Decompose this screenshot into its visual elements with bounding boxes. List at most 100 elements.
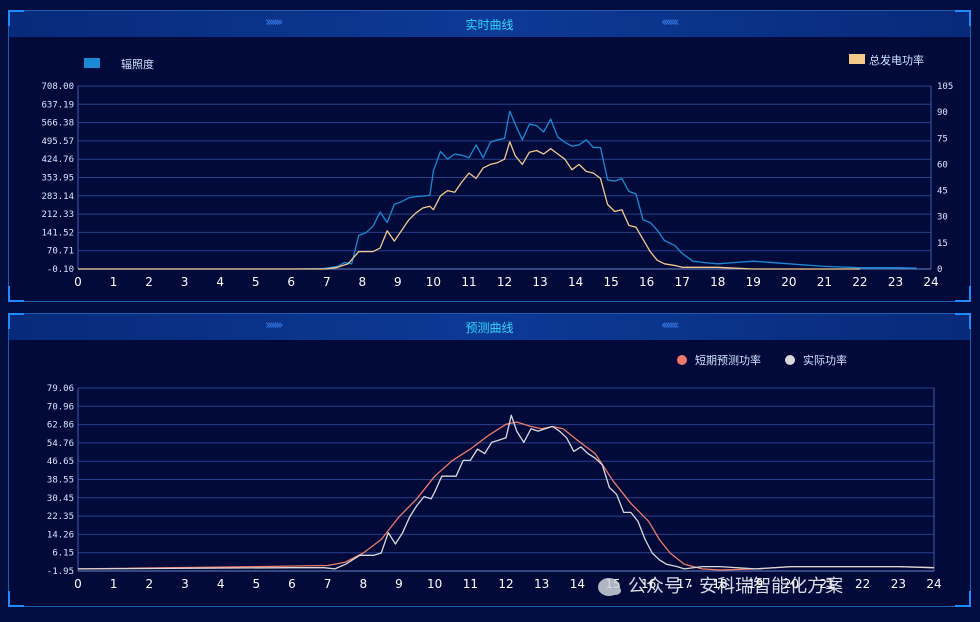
y2-tick-label: 45 (937, 187, 948, 197)
x-tick-label: 14 (570, 577, 585, 591)
x-tick-label: 2 (146, 577, 154, 591)
corner-decoration (8, 591, 24, 607)
corner-decoration (8, 286, 24, 302)
x-tick-label: 14 (568, 275, 583, 289)
series-line-1 (77, 421, 935, 571)
y-tick-label: 54.76 (47, 439, 74, 449)
y-tick-label: 141.52 (41, 228, 74, 238)
x-tick-label: 9 (395, 577, 403, 591)
panel-header: ››››››› 实时曲线 ‹‹‹‹‹‹‹ (9, 11, 970, 37)
corner-decoration (955, 286, 971, 302)
x-tick-label: 8 (359, 275, 367, 289)
x-tick-label: 16 (639, 275, 654, 289)
corner-decoration (955, 313, 971, 329)
corner-decoration (955, 591, 971, 607)
y2-tick-label: 15 (937, 239, 948, 249)
wechat-icon (598, 578, 621, 596)
chevron-left-icon: ‹‹‹‹‹‹‹ (661, 15, 679, 30)
x-tick-label: 23 (891, 577, 906, 591)
y-tick-label: 22.35 (47, 512, 74, 522)
x-tick-label: 3 (181, 577, 189, 591)
x-tick-label: 8 (360, 577, 368, 591)
y-tick-label: -0.10 (47, 265, 74, 275)
forecast-chart: 79.06 70.96 62.86 54.76 46.65 38.55 30.45 22.35… (47, 384, 942, 591)
x-tick-label: 15 (603, 275, 618, 289)
y2-tick-label: 60 (937, 160, 948, 170)
y-tick-label: 30.45 (47, 494, 74, 504)
x-tick-label: 5 (252, 275, 260, 289)
x-tick-label: 17 (677, 577, 692, 591)
y2-tick-label: 30 (937, 213, 948, 223)
x-tick-label: 20 (784, 577, 799, 591)
panel-title: 预测曲线 (465, 321, 514, 335)
watermark-text: 公众号 · 安科瑞智能化方案 (628, 576, 844, 597)
watermark: 公众号 · 安科瑞智能化方案 (598, 572, 843, 598)
x-tick-label: 22 (852, 275, 867, 289)
x-tick-label: 1 (110, 275, 118, 289)
forecast-panel: ››››››› 预测曲线 ‹‹‹‹‹‹‹ 短期预测功率 实际功率 79.06 70… (8, 313, 971, 607)
y-tick-label: 14.26 (47, 530, 74, 540)
chevron-right-icon: ››››››› (265, 318, 283, 333)
y-tick-label: 283.14 (41, 192, 74, 202)
x-tick-label: 12 (498, 577, 513, 591)
x-tick-label: 10 (427, 577, 442, 591)
y-tick-label: 637.19 (41, 100, 74, 110)
series-line-1 (78, 110, 917, 270)
y-tick-label: -1.95 (47, 567, 74, 577)
realtime-panel: ››››››› 实时曲线 ‹‹‹‹‹‹‹ 辐照度 总发电功率 708.00 637… (8, 10, 971, 302)
x-tick-label: 18 (712, 577, 727, 591)
legend-dot-forecast[interactable] (677, 355, 687, 365)
x-tick-label: 23 (888, 275, 903, 289)
x-tick-label: 0 (74, 275, 82, 289)
x-tick-label: 2 (145, 275, 153, 289)
x-tick-label: 1 (110, 577, 118, 591)
y-tick-label: 70.71 (47, 247, 74, 257)
y-tick-label: 46.65 (47, 457, 74, 467)
legend-label-actual[interactable]: 实际功率 (803, 354, 847, 367)
y-tick-label: 566.38 (41, 119, 74, 129)
corner-decoration (8, 313, 24, 329)
y2-tick-label: 0 (937, 265, 942, 275)
y-tick-label: 79.06 (47, 384, 74, 394)
x-tick-label: 17 (675, 275, 690, 289)
legend-dot-actual[interactable] (785, 355, 795, 365)
y-tick-label: 495.57 (41, 137, 74, 147)
x-tick-label: 13 (532, 275, 547, 289)
y-tick-label: 424.76 (41, 155, 74, 165)
legend-label-irradiance[interactable]: 辐照度 (121, 58, 154, 71)
y-tick-label: 353.95 (41, 174, 74, 184)
x-tick-label: 6 (288, 577, 296, 591)
legend-label-forecast[interactable]: 短期预测功率 (695, 354, 761, 367)
y-tick-label: 6.15 (52, 549, 74, 559)
x-tick-label: 4 (217, 577, 225, 591)
y-tick-label: 708.00 (41, 82, 74, 92)
x-tick-label: 11 (463, 577, 478, 591)
x-tick-label: 12 (497, 275, 512, 289)
x-tick-label: 0 (74, 577, 82, 591)
corner-decoration (955, 10, 971, 26)
x-tick-label: 22 (855, 577, 870, 591)
x-tick-label: 21 (819, 577, 834, 591)
y2-tick-label: 105 (937, 82, 953, 92)
x-tick-label: 5 (253, 577, 261, 591)
x-tick-label: 10 (426, 275, 441, 289)
legend-swatch-irradiance[interactable] (84, 58, 100, 68)
y-tick-label: 38.55 (47, 476, 74, 486)
x-tick-label: 9 (394, 275, 402, 289)
x-tick-label: 24 (923, 275, 938, 289)
y-tick-label: 62.86 (47, 421, 74, 431)
x-tick-label: 19 (748, 577, 763, 591)
y2-tick-label: 90 (937, 108, 948, 118)
x-tick-label: 16 (641, 577, 656, 591)
x-tick-label: 19 (746, 275, 761, 289)
legend-swatch-total-power[interactable] (849, 54, 865, 64)
y-tick-label: 212.33 (41, 210, 74, 220)
x-tick-label: 24 (926, 577, 941, 591)
x-tick-label: 6 (287, 275, 295, 289)
legend-label-total-power[interactable]: 总发电功率 (869, 54, 924, 67)
corner-decoration (8, 10, 24, 26)
chevron-right-icon: ››››››› (265, 15, 283, 30)
x-tick-label: 7 (324, 577, 332, 591)
x-tick-label: 21 (817, 275, 832, 289)
panel-title: 实时曲线 (465, 18, 514, 32)
